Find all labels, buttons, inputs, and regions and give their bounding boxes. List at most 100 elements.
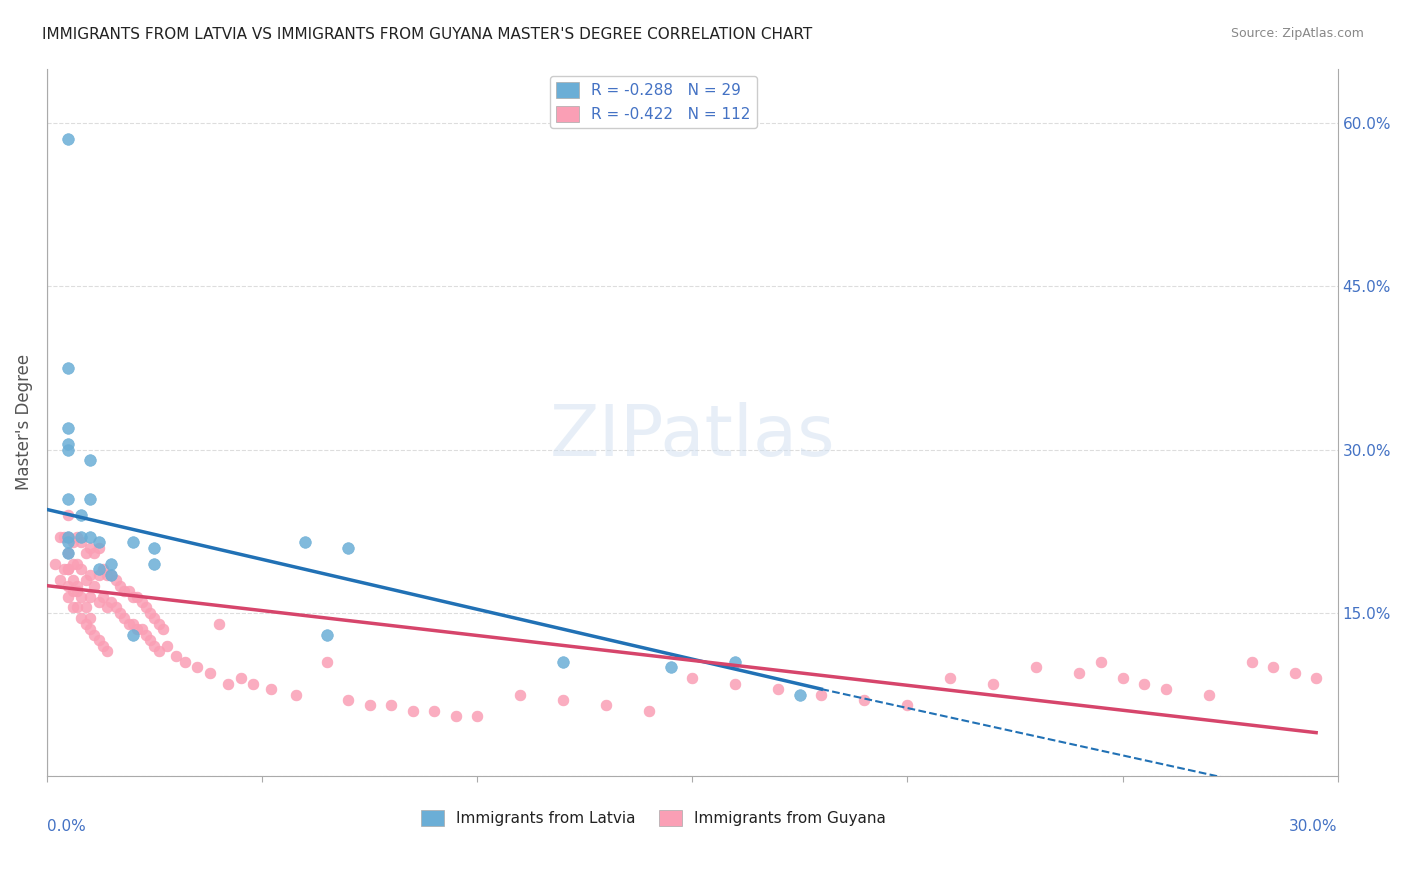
Point (58, 508, 80, 522)
Point (1025, 660, 1047, 674)
Point (1198, 688, 1220, 702)
Point (122, 535, 145, 549)
Point (1305, 671, 1327, 685)
Point (724, 676, 747, 690)
Point (337, 693, 360, 707)
Point (165, 649, 187, 664)
Point (315, 655, 337, 669)
Point (1154, 682, 1177, 697)
Point (139, 606, 162, 620)
Point (401, 704, 423, 718)
Point (117, 584, 139, 599)
Point (983, 676, 1005, 690)
Point (789, 688, 811, 702)
Point (104, 573, 127, 587)
Point (1240, 655, 1263, 669)
Point (638, 704, 661, 718)
Point (108, 606, 131, 620)
Point (104, 600, 127, 615)
Point (112, 611, 135, 625)
Point (139, 633, 162, 648)
Point (294, 535, 316, 549)
Point (87, 633, 110, 648)
Point (79, 590, 101, 604)
Point (100, 567, 122, 582)
Point (1111, 671, 1133, 685)
Point (79, 611, 101, 625)
Point (1261, 660, 1284, 674)
Point (122, 627, 145, 641)
Point (135, 627, 157, 641)
Point (58, 546, 80, 560)
Point (853, 693, 876, 707)
Point (66, 530, 89, 544)
Point (1284, 665, 1306, 680)
Point (91, 562, 114, 576)
Point (62, 600, 84, 615)
Point (896, 698, 918, 713)
Point (87, 567, 110, 582)
Point (79, 491, 101, 506)
Point (100, 595, 122, 609)
Point (285, 688, 308, 702)
Point (58, 590, 80, 604)
Point (337, 541, 360, 555)
Point (143, 639, 166, 653)
Point (127, 622, 149, 636)
Text: ZIPatlas: ZIPatlas (550, 402, 835, 471)
Point (939, 671, 962, 685)
Point (70, 530, 93, 544)
Point (810, 688, 832, 702)
Point (1069, 665, 1091, 680)
Point (553, 655, 575, 669)
Text: IMMIGRANTS FROM LATVIA VS IMMIGRANTS FROM GUYANA MASTER'S DEGREE CORRELATION CHA: IMMIGRANTS FROM LATVIA VS IMMIGRANTS FRO… (42, 27, 813, 42)
Point (423, 704, 446, 718)
Point (58, 437, 80, 451)
Point (75, 600, 97, 615)
Point (465, 709, 488, 723)
Point (70, 611, 93, 625)
Point (96, 600, 118, 615)
Point (156, 639, 179, 653)
Point (58, 579, 80, 593)
Y-axis label: Master's Degree: Master's Degree (15, 354, 32, 491)
Point (100, 557, 122, 571)
Point (66, 600, 89, 615)
Point (148, 644, 170, 658)
Text: Source: ZipAtlas.com: Source: ZipAtlas.com (1230, 27, 1364, 40)
Point (58, 530, 80, 544)
Point (217, 676, 239, 690)
Point (186, 660, 208, 674)
Point (75, 573, 97, 587)
Point (87, 541, 110, 555)
Point (122, 590, 145, 604)
Point (143, 611, 166, 625)
Point (79, 541, 101, 555)
Point (91, 590, 114, 604)
Point (58, 360, 80, 375)
Text: 30.0%: 30.0% (1289, 819, 1337, 834)
Point (58, 491, 80, 506)
Point (444, 709, 467, 723)
Point (58, 442, 80, 457)
Point (152, 622, 174, 636)
Point (315, 627, 337, 641)
Point (768, 682, 790, 697)
Point (83, 579, 105, 593)
Point (553, 693, 575, 707)
Point (509, 688, 531, 702)
Point (143, 541, 166, 555)
Point (173, 655, 195, 669)
Point (79, 453, 101, 467)
Point (62, 535, 84, 549)
Point (96, 644, 118, 658)
Point (659, 660, 682, 674)
Point (208, 616, 231, 631)
Point (53, 530, 76, 544)
Point (380, 698, 402, 713)
Point (131, 622, 153, 636)
Point (58, 530, 80, 544)
Point (595, 698, 617, 713)
Point (242, 676, 264, 690)
Point (1133, 676, 1156, 690)
